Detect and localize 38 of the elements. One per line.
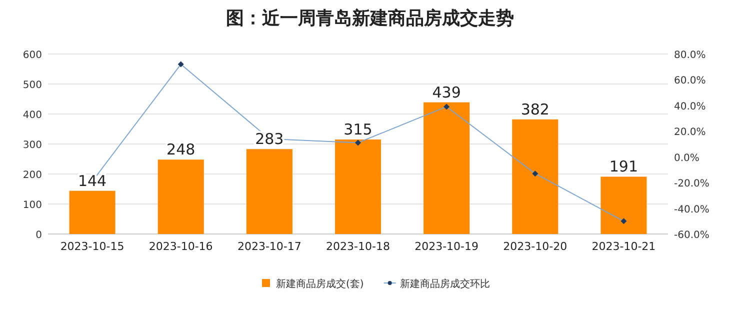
bar [246,149,292,234]
x-tick-label: 2023-10-19 [414,240,479,253]
y2-tick-label: 40.0% [674,101,706,112]
data-label: 248 [166,140,196,159]
y-tick-label: 600 [22,50,42,61]
y2-tick-label: -20.0% [674,178,710,190]
y-tick-label: 100 [22,200,42,211]
y-tick-label: 500 [22,80,42,91]
bar [334,140,382,234]
y-tick-label: 400 [22,110,42,121]
x-tick-label: 2023-10-17 [237,240,302,253]
y2-tick-label: -40.0% [674,204,710,216]
y2-tick-label: 80.0% [674,50,706,61]
data-label: 191 [609,158,638,176]
bar [424,102,470,234]
bar [512,119,558,234]
data-label: 144 [78,172,107,190]
x-tick-label: 2023-10-20 [503,240,568,253]
y2-tick-label: 60.0% [674,76,706,87]
x-tick-label: 2023-10-16 [148,240,213,253]
legend-label: 新建商品房成交(套) [276,278,364,290]
bar [600,176,647,234]
y2-tick-label: 20.0% [674,127,706,138]
x-tick-label: 2023-10-15 [60,240,124,253]
data-label: 382 [520,100,550,118]
y2-tick-label: 0.0% [674,152,700,164]
x-tick-label: 2023-10-21 [592,240,656,253]
y-tick-label: 200 [22,170,42,181]
y-tick-label: 300 [22,140,42,151]
chart-title: 图：近一周青岛新建商品房成交走势 [226,8,514,29]
y-tick-label: 0 [36,230,42,241]
legend-label: 新建商品房成交环比 [400,278,490,290]
data-label: 439 [432,83,461,102]
data-label: 315 [344,120,372,138]
x-tick-label: 2023-10-18 [326,240,390,253]
bar [158,160,204,234]
bar [69,190,116,234]
y2-tick-label: -60.0% [674,230,710,241]
